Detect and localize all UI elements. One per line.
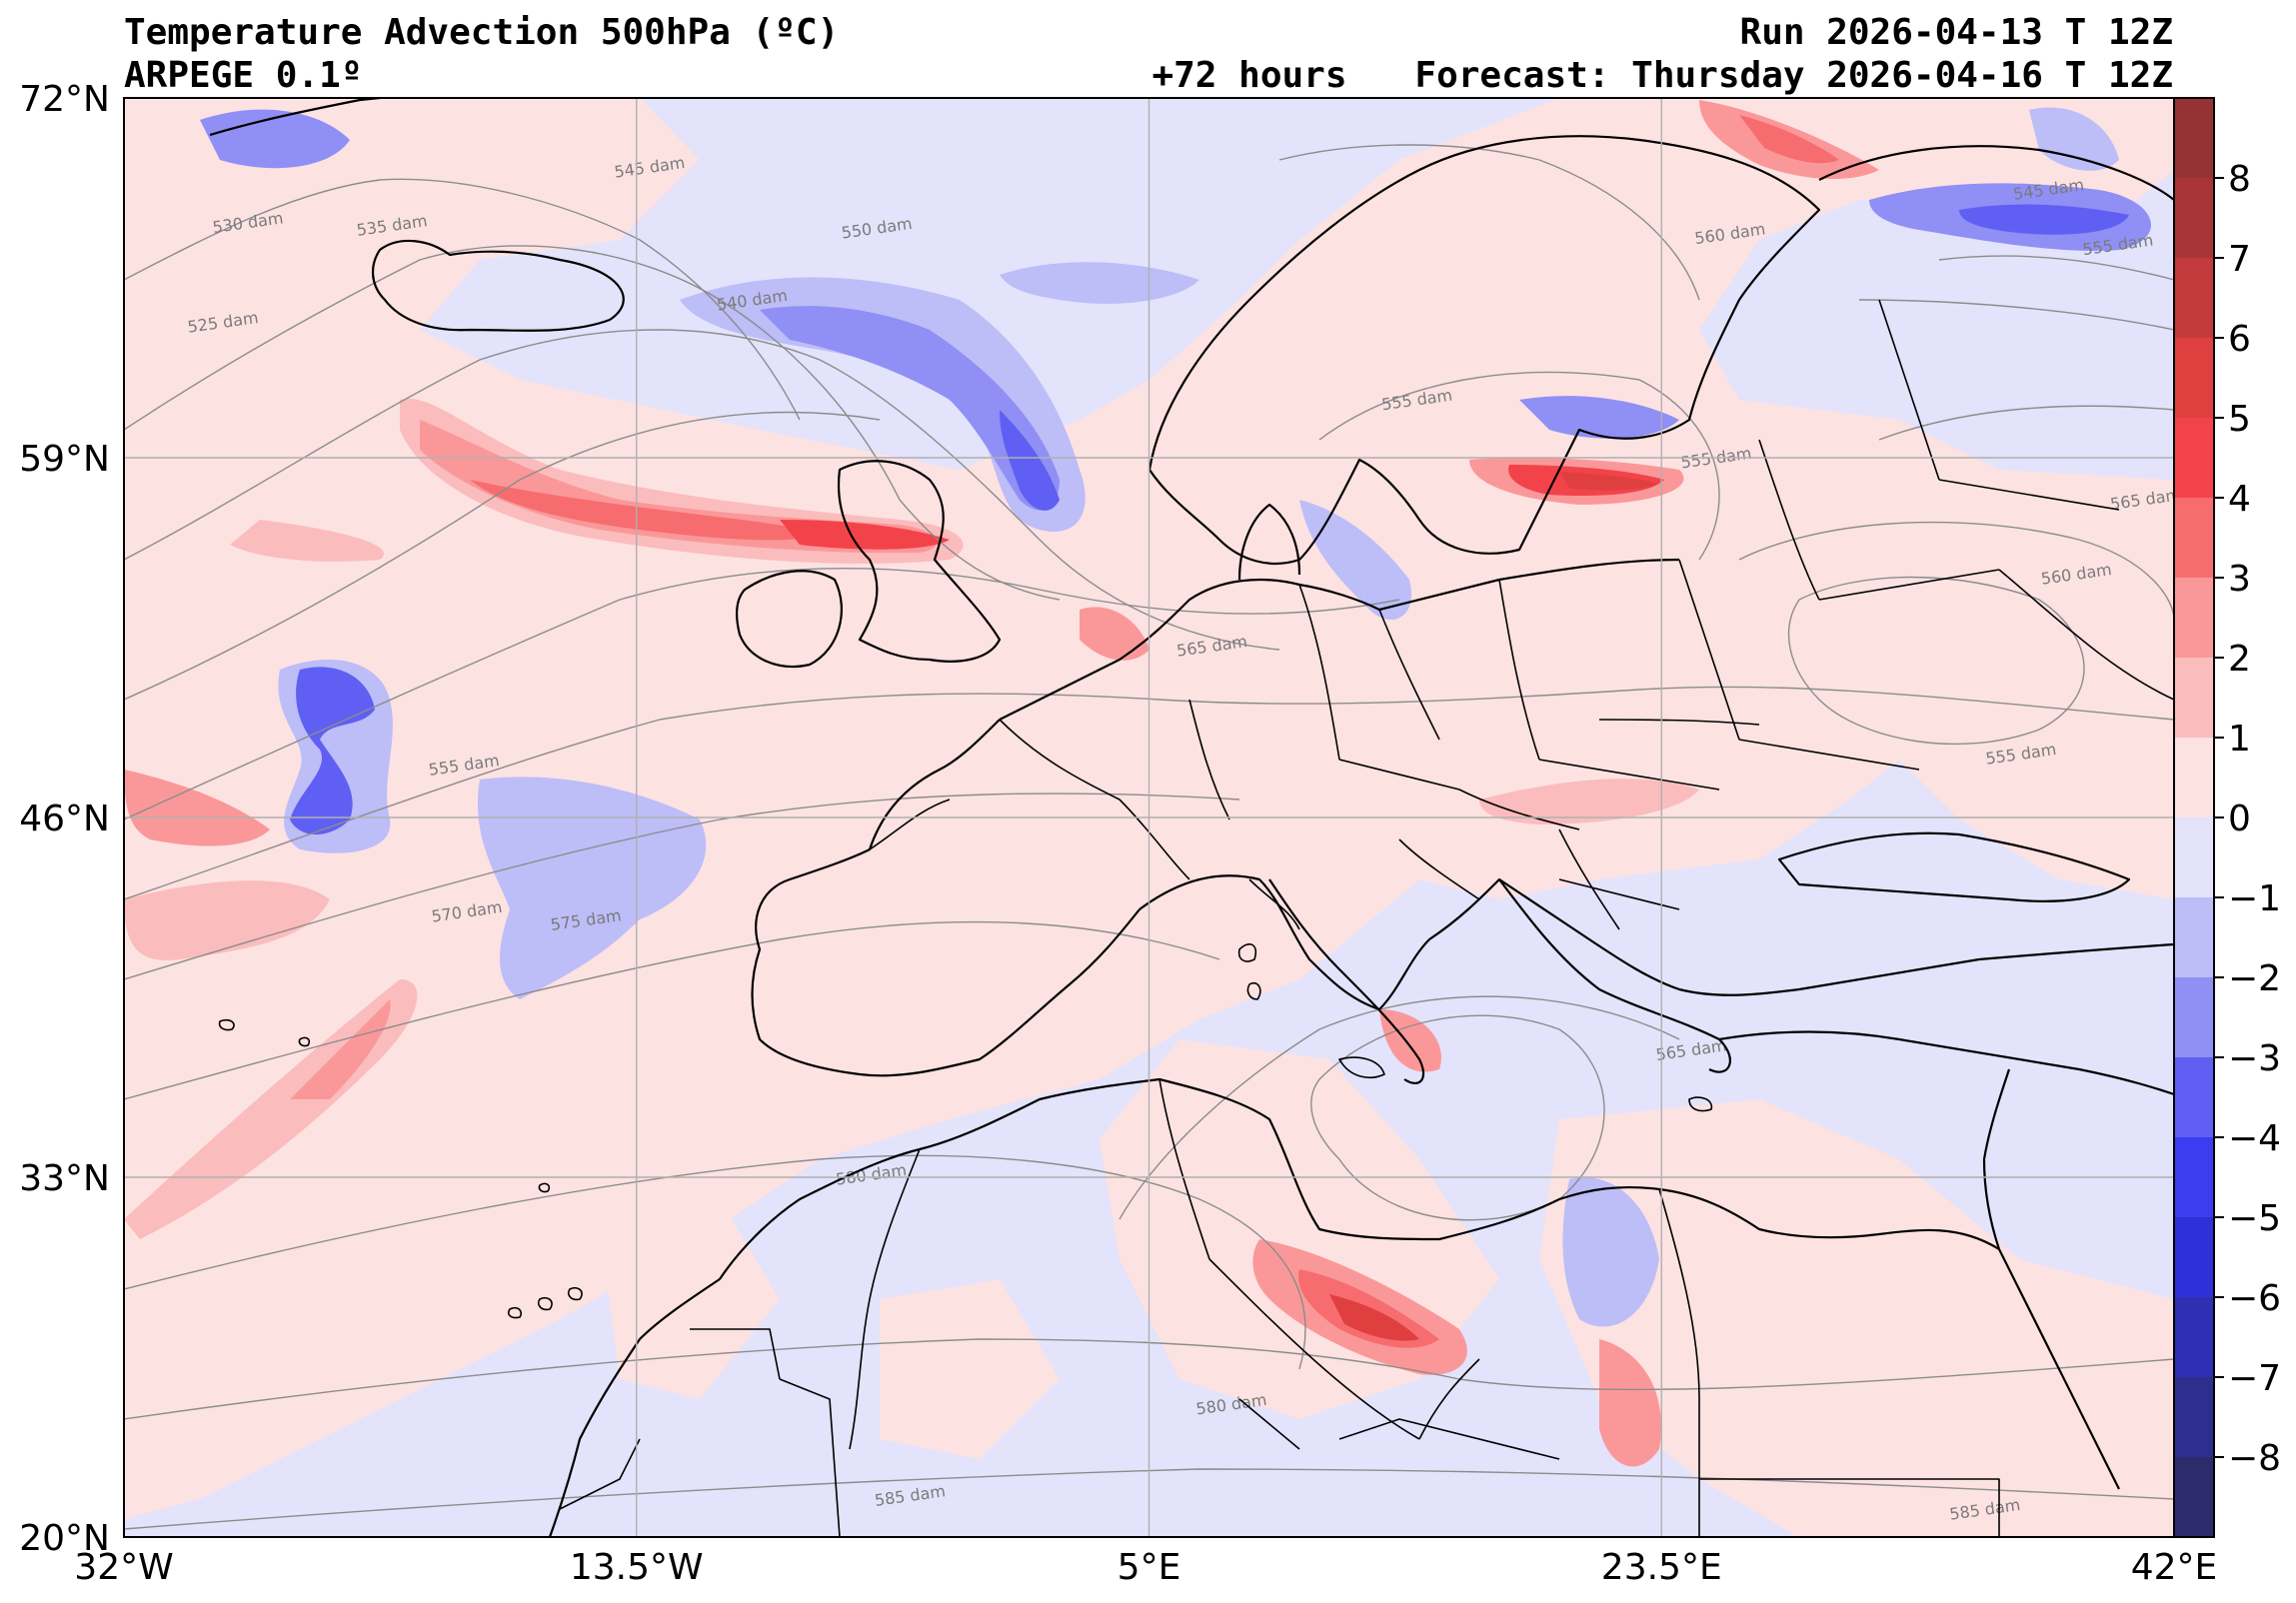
- canary-islands: [507, 1286, 583, 1319]
- colorbar: 8 7 6 5 4 3 2 1 0 −1 −2 −3 −4 −5 −6 −7 −8: [2173, 97, 2281, 1538]
- colorbar-level-swatch: [2174, 977, 2214, 1058]
- colorbar-level-swatch: [2174, 498, 2214, 579]
- colorbar-tick-label: −4: [2228, 1118, 2281, 1159]
- colorbar-level-swatch: [2174, 738, 2214, 818]
- colorbar-level-swatch: [2174, 418, 2214, 499]
- colorbar-tick-label: −6: [2228, 1278, 2281, 1319]
- colorbar-tick-label: −7: [2228, 1358, 2281, 1399]
- latitude-tick-labels: 72°N 59°N 46°N 33°N 20°N: [19, 79, 110, 1559]
- latitude-tick-label: 59°N: [19, 439, 110, 480]
- colorbar-tick-label: 7: [2228, 239, 2251, 280]
- colorbar-level-swatch: [2174, 178, 2214, 259]
- colorbar-level-swatch: [2174, 897, 2214, 978]
- north-sea-continental-coastline: [999, 558, 1680, 721]
- colorbar-tick-label: −1: [2228, 878, 2281, 919]
- longitude-tick-label: 32°W: [74, 1547, 173, 1588]
- colorbar-tick-label: 5: [2228, 399, 2251, 440]
- colorbar-level-swatch: [2174, 1137, 2214, 1218]
- warm-advection-areas: [124, 100, 1879, 1467]
- international-borders: [559, 299, 2174, 1537]
- north-africa-coastline: [719, 1077, 2000, 1280]
- great-britain-coastline: [838, 460, 1002, 663]
- colorbar-level-swatch: [2174, 817, 2214, 898]
- ireland-coastline: [735, 570, 843, 669]
- latitude-tick-label: 72°N: [19, 79, 110, 120]
- longitude-tick-label: 5°E: [1118, 1547, 1181, 1588]
- mediterranean-islands: [1237, 943, 1713, 1112]
- longitude-tick-label: 42°E: [2131, 1547, 2218, 1588]
- latitude-tick-label: 20°N: [19, 1518, 110, 1559]
- lat-lon-grid: [124, 98, 2174, 1537]
- forecast-valid-label: Forecast: Thursday 2026-04-16 T 12Z: [1414, 55, 2173, 96]
- italy-coastline: [1268, 878, 1425, 1084]
- kola-coastline: [1818, 145, 2174, 201]
- iberia-france-coastline: [751, 719, 1141, 1077]
- madeira-azores: [218, 1018, 551, 1193]
- mediterranean-north-coastline: [1139, 874, 2174, 1011]
- colorbar-tick-label: −5: [2228, 1198, 2281, 1239]
- colorbar-tick-label: 6: [2228, 319, 2251, 360]
- colorbar-tick-label: 2: [2228, 639, 2251, 680]
- colorbar-level-swatch: [2174, 1217, 2214, 1298]
- colorbar-level-swatch: [2174, 338, 2214, 419]
- chart-title: Temperature Advection 500hPa (ºC): [124, 12, 839, 53]
- colorbar-level-swatch: [2174, 1297, 2214, 1378]
- colorbar-level-swatch: [2174, 1457, 2214, 1538]
- run-label: Run 2026-04-13 T 12Z: [1740, 12, 2173, 53]
- greenland-coastline: [209, 98, 381, 137]
- colorbar-level-swatch: [2174, 658, 2214, 739]
- jutland-coastline: [1237, 503, 1301, 581]
- red-sea-coastline: [1998, 1248, 2120, 1490]
- colorbar-level-swatch: [2174, 258, 2214, 339]
- colorbar-level-swatch: [2174, 578, 2214, 659]
- colorbar-tick-label: 4: [2228, 479, 2251, 520]
- longitude-tick-label: 23.5°E: [1601, 1547, 1722, 1588]
- latitude-tick-label: 33°N: [19, 1158, 110, 1199]
- west-africa-coastline: [548, 1278, 721, 1537]
- colorbar-level-swatch: [2174, 98, 2214, 179]
- colorbar-tick-label: 3: [2228, 559, 2251, 600]
- geopotential-contours: [124, 144, 2174, 1530]
- levant-coastline: [1982, 1068, 2011, 1250]
- lead-time-label: +72 hours: [1151, 55, 1346, 96]
- colorbar-tick-label: −3: [2228, 1038, 2281, 1079]
- colorbar-tick-label: 0: [2228, 799, 2251, 839]
- iceland-coastline: [372, 239, 625, 332]
- black-sea-coastline: [1777, 831, 2131, 902]
- colorbar-tick-label: 8: [2228, 159, 2251, 200]
- colorbar-level-swatch: [2174, 1377, 2214, 1458]
- model-label: ARPEGE 0.1º: [124, 55, 362, 96]
- colorbar-tick-label: −8: [2228, 1438, 2281, 1479]
- scandinavia-coastline: [1148, 135, 1821, 565]
- coastlines-and-borders: [209, 98, 2174, 1537]
- latitude-tick-label: 46°N: [19, 799, 110, 839]
- colorbar-level-swatch: [2174, 1057, 2214, 1138]
- colorbar-tick-label: 1: [2228, 719, 2251, 760]
- balkan-greece-coastline: [1498, 878, 1731, 1073]
- colorbar-tick-label: −2: [2228, 958, 2281, 999]
- turkey-coastline: [1718, 1030, 2174, 1096]
- longitude-tick-labels: 32°W 13.5°W 5°E 23.5°E 42°E: [74, 1547, 2217, 1588]
- longitude-tick-label: 13.5°W: [570, 1547, 704, 1588]
